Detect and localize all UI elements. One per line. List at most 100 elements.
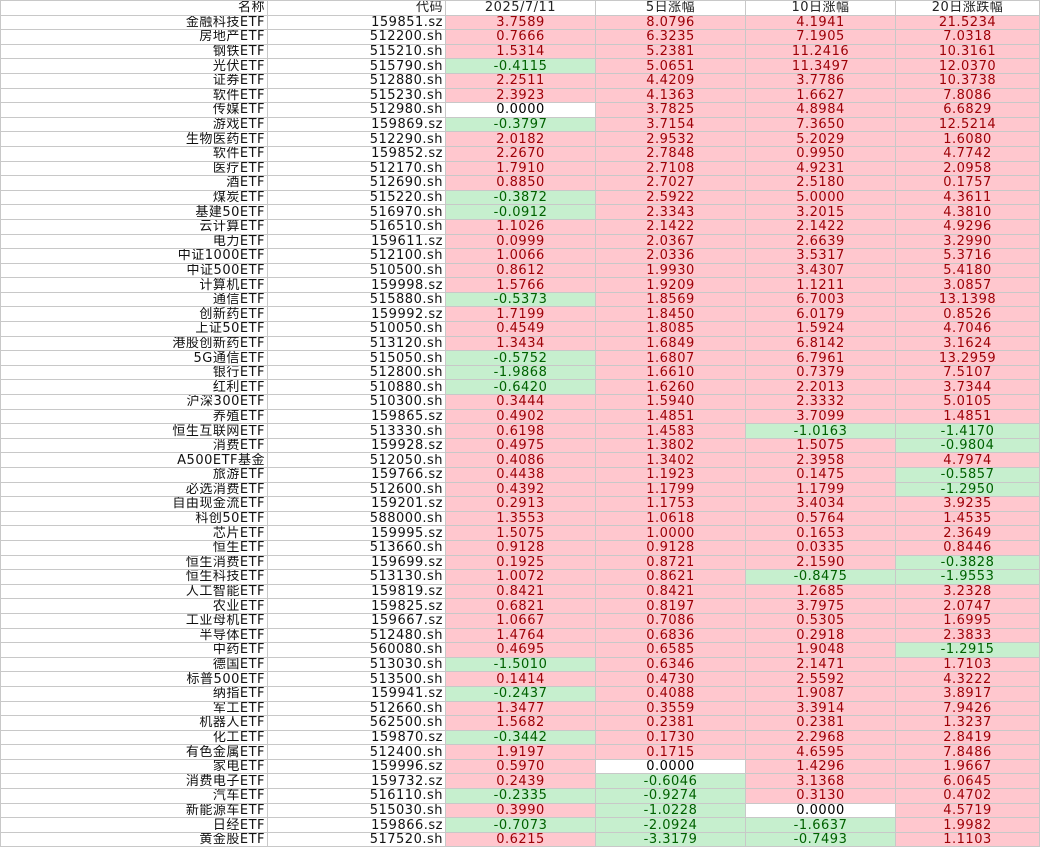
10day-change-cell[interactable]: 2.5180	[745, 175, 896, 191]
5day-change-cell[interactable]: 0.7086	[595, 612, 746, 629]
5day-change-cell[interactable]: 2.5922	[595, 189, 746, 206]
etf-code-cell[interactable]: 510500.sh	[267, 262, 446, 279]
etf-code-cell[interactable]: 159201.sz	[267, 496, 446, 512]
etf-name-cell[interactable]: 港股创新药ETF	[0, 335, 268, 352]
header-5day-change[interactable]: 5日涨幅	[595, 0, 746, 16]
etf-code-cell[interactable]: 512800.sh	[267, 364, 446, 381]
20day-change-cell[interactable]: 3.1624	[895, 335, 1040, 352]
date-change-cell[interactable]: -0.3872	[445, 189, 596, 206]
5day-change-cell[interactable]: -2.0924	[595, 817, 746, 833]
etf-name-cell[interactable]: 消费电子ETF	[0, 773, 268, 790]
etf-name-cell[interactable]: 恒生科技ETF	[0, 569, 268, 585]
date-change-cell[interactable]: 1.9197	[445, 744, 596, 760]
20day-change-cell[interactable]: 3.8917	[895, 685, 1040, 702]
20day-change-cell[interactable]: 1.7103	[895, 656, 1040, 673]
10day-change-cell[interactable]: 6.7003	[745, 291, 896, 308]
etf-name-cell[interactable]: 有色金属ETF	[0, 744, 268, 760]
etf-name-cell[interactable]: 军工ETF	[0, 700, 268, 717]
etf-code-cell[interactable]: 159699.sz	[267, 554, 446, 571]
10day-change-cell[interactable]: 3.1368	[745, 773, 896, 790]
etf-code-cell[interactable]: 159819.sz	[267, 583, 446, 600]
10day-change-cell[interactable]: 1.1211	[745, 277, 896, 293]
etf-code-cell[interactable]: 159611.sz	[267, 233, 446, 250]
etf-code-cell[interactable]: 513130.sh	[267, 569, 446, 585]
20day-change-cell[interactable]: 2.3649	[895, 525, 1040, 541]
5day-change-cell[interactable]: 1.9209	[595, 277, 746, 293]
etf-name-cell[interactable]: 纳指ETF	[0, 685, 268, 702]
etf-code-cell[interactable]: 159995.sz	[267, 525, 446, 541]
20day-change-cell[interactable]: 21.5234	[895, 14, 1040, 31]
etf-name-cell[interactable]: 酒ETF	[0, 175, 268, 191]
date-change-cell[interactable]: 0.6821	[445, 598, 596, 614]
date-change-cell[interactable]: 0.4392	[445, 481, 596, 498]
10day-change-cell[interactable]: 1.5075	[745, 437, 896, 454]
etf-name-cell[interactable]: 基建50ETF	[0, 204, 268, 220]
date-change-cell[interactable]: 1.3477	[445, 700, 596, 717]
10day-change-cell[interactable]: 2.3958	[745, 452, 896, 468]
10day-change-cell[interactable]: 0.7379	[745, 364, 896, 381]
etf-code-cell[interactable]: 510880.sh	[267, 379, 446, 396]
date-change-cell[interactable]: 2.0182	[445, 131, 596, 147]
20day-change-cell[interactable]: 13.2959	[895, 350, 1040, 366]
date-change-cell[interactable]: -0.3442	[445, 729, 596, 746]
5day-change-cell[interactable]: 6.3235	[595, 29, 746, 45]
etf-code-cell[interactable]: 517520.sh	[267, 831, 446, 848]
5day-change-cell[interactable]: 2.7027	[595, 175, 746, 191]
etf-name-cell[interactable]: 煤炭ETF	[0, 189, 268, 206]
etf-code-cell[interactable]: 588000.sh	[267, 510, 446, 527]
5day-change-cell[interactable]: 0.8621	[595, 569, 746, 585]
date-change-cell[interactable]: 1.0072	[445, 569, 596, 585]
etf-code-cell[interactable]: 510300.sh	[267, 394, 446, 410]
10day-change-cell[interactable]: 1.2685	[745, 583, 896, 600]
etf-code-cell[interactable]: 159667.sz	[267, 612, 446, 629]
etf-name-cell[interactable]: 电力ETF	[0, 233, 268, 250]
20day-change-cell[interactable]: -1.9553	[895, 569, 1040, 585]
20day-change-cell[interactable]: 2.3833	[895, 627, 1040, 644]
10day-change-cell[interactable]: 0.1475	[745, 467, 896, 483]
date-change-cell[interactable]: 0.0000	[445, 102, 596, 118]
date-change-cell[interactable]: 1.7199	[445, 306, 596, 323]
5day-change-cell[interactable]: 3.7154	[595, 116, 746, 133]
20day-change-cell[interactable]: 6.6829	[895, 102, 1040, 118]
header-date-change[interactable]: 2025/7/11	[445, 0, 596, 16]
date-change-cell[interactable]: 0.4549	[445, 321, 596, 337]
date-change-cell[interactable]: 0.8612	[445, 262, 596, 279]
etf-code-cell[interactable]: 515880.sh	[267, 291, 446, 308]
10day-change-cell[interactable]: 6.8142	[745, 335, 896, 352]
10day-change-cell[interactable]: 2.1590	[745, 554, 896, 571]
5day-change-cell[interactable]: 1.1753	[595, 496, 746, 512]
etf-code-cell[interactable]: 159869.sz	[267, 116, 446, 133]
etf-code-cell[interactable]: 159998.sz	[267, 277, 446, 293]
5day-change-cell[interactable]: 1.6610	[595, 364, 746, 381]
date-change-cell[interactable]: -0.4115	[445, 58, 596, 74]
date-change-cell[interactable]: -0.0912	[445, 204, 596, 220]
date-change-cell[interactable]: -0.5752	[445, 350, 596, 366]
etf-name-cell[interactable]: 科创50ETF	[0, 510, 268, 527]
etf-code-cell[interactable]: 512660.sh	[267, 700, 446, 717]
date-change-cell[interactable]: 1.5766	[445, 277, 596, 293]
etf-code-cell[interactable]: 515790.sh	[267, 58, 446, 74]
date-change-cell[interactable]: 0.9128	[445, 539, 596, 556]
10day-change-cell[interactable]: 4.9231	[745, 160, 896, 177]
10day-change-cell[interactable]: 3.7975	[745, 598, 896, 614]
etf-code-cell[interactable]: 512600.sh	[267, 481, 446, 498]
20day-change-cell[interactable]: 0.8526	[895, 306, 1040, 323]
10day-change-cell[interactable]: 2.6639	[745, 233, 896, 250]
10day-change-cell[interactable]: 0.2918	[745, 627, 896, 644]
date-change-cell[interactable]: 3.7589	[445, 14, 596, 31]
date-change-cell[interactable]: 0.4695	[445, 642, 596, 658]
5day-change-cell[interactable]: 4.1363	[595, 87, 746, 104]
etf-name-cell[interactable]: 黄金股ETF	[0, 831, 268, 848]
etf-name-cell[interactable]: 5G通信ETF	[0, 350, 268, 366]
etf-code-cell[interactable]: 515030.sh	[267, 802, 446, 819]
5day-change-cell[interactable]: 5.0651	[595, 58, 746, 74]
header-10day-change[interactable]: 10日涨幅	[745, 0, 896, 16]
date-change-cell[interactable]: 0.4086	[445, 452, 596, 468]
etf-code-cell[interactable]: 515230.sh	[267, 87, 446, 104]
5day-change-cell[interactable]: 1.1923	[595, 467, 746, 483]
20day-change-cell[interactable]: -1.2915	[895, 642, 1040, 658]
date-change-cell[interactable]: 1.5682	[445, 715, 596, 731]
etf-code-cell[interactable]: 512690.sh	[267, 175, 446, 191]
etf-code-cell[interactable]: 513120.sh	[267, 335, 446, 352]
etf-name-cell[interactable]: 消费ETF	[0, 437, 268, 454]
